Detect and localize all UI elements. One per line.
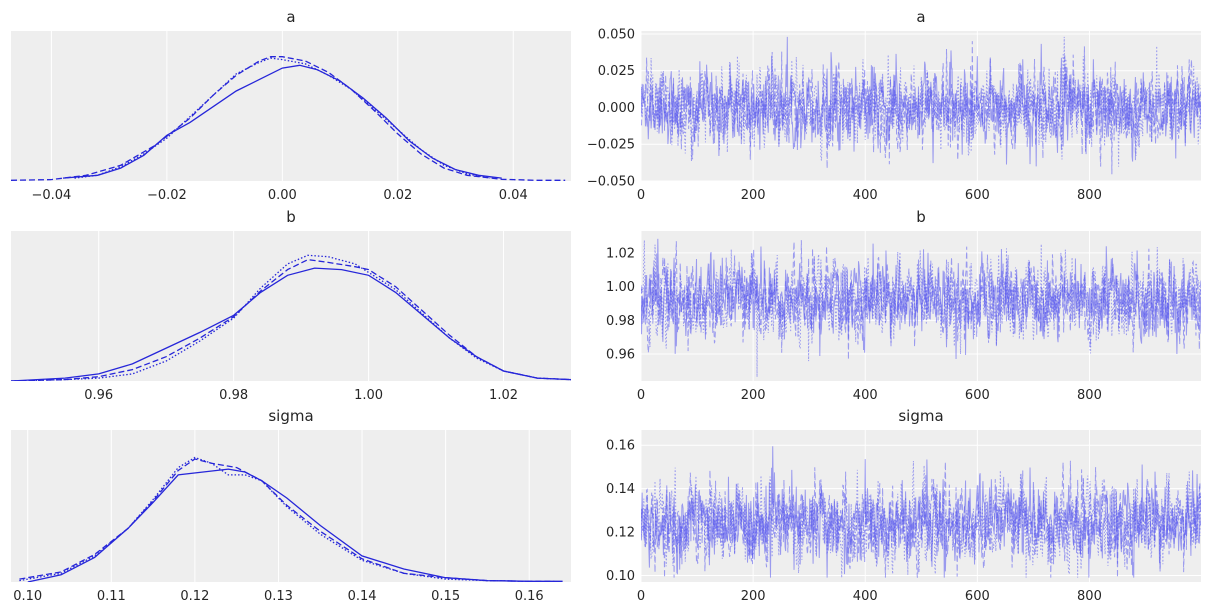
b-trace-lines — [641, 238, 1201, 377]
sigma-trace-y-tick-label: 0.12 — [606, 526, 635, 541]
sigma-posterior-x-tick-label: 0.16 — [515, 589, 544, 604]
sigma-posterior-title: sigma — [268, 407, 313, 425]
a-trace-chain-2 — [641, 41, 1201, 175]
sigma-posterior-x-tick-label: 0.14 — [348, 589, 377, 604]
sigma-posterior-lines — [19, 456, 563, 582]
sigma-trace-lines — [641, 446, 1201, 578]
sigma-trace-chain-2 — [641, 460, 1201, 578]
sigma-trace-x-tick-label: 200 — [741, 589, 766, 604]
sigma-trace-title: sigma — [898, 407, 943, 425]
b-trace-y-tick-label: 1.02 — [606, 246, 635, 261]
sigma-posterior-x-tick-label: 0.10 — [13, 589, 42, 604]
b-posterior-kde-dotted — [11, 254, 571, 381]
a-posterior-x-tick-label: 0.00 — [268, 188, 297, 203]
sigma-trace-y-tick-label: 0.14 — [606, 482, 635, 497]
a-trace-y-tick-label: 0.000 — [598, 101, 635, 116]
b-posterior-x-tick-label: 1.02 — [489, 388, 518, 403]
a-posterior-x-tick-label: 0.02 — [383, 188, 412, 203]
a-posterior-x-tick-label: 0.04 — [499, 188, 528, 203]
sigma-trace-x-tick-label: 0 — [637, 589, 645, 604]
a-posterior-x-tick-label: −0.04 — [31, 188, 71, 203]
sigma-trace-x-tick-label: 800 — [1077, 589, 1102, 604]
a-trace-x-tick-label: 800 — [1077, 188, 1102, 203]
b-trace-x-tick-label: 800 — [1077, 388, 1102, 403]
panel-sigma-trace: sigma 0 200 400 600 800 0.10 0.12 0.14 0.16 — [606, 407, 1201, 604]
a-trace-y-tick-label: 0.050 — [598, 27, 635, 42]
a-trace-y-tick-label: 0.025 — [598, 64, 635, 79]
sigma-posterior-x-tick-label: 0.15 — [431, 589, 460, 604]
sigma-posterior-x-tick-label: 0.11 — [97, 589, 126, 604]
sigma-trace-y-tick-label: 0.10 — [606, 569, 635, 584]
a-trace-x-tick-label: 600 — [965, 188, 990, 203]
a-trace-lines — [641, 36, 1201, 175]
b-posterior-x-tick-label: 1.00 — [354, 388, 383, 403]
panel-sigma-posterior: sigma 0.10 0.11 0.12 0.13 0.14 0.15 0.16 — [11, 407, 571, 604]
a-posterior-kde-dashed — [11, 56, 566, 181]
b-trace-y-tick-label: 0.98 — [606, 314, 635, 329]
a-posterior-lines — [11, 56, 566, 181]
b-posterior-kde-dashed — [11, 258, 571, 381]
a-posterior-plot-area — [11, 31, 571, 181]
a-trace-y-tick-label: −0.050 — [587, 175, 635, 190]
sigma-posterior-plot-area — [11, 430, 571, 582]
b-trace-x-tick-label: 0 — [637, 388, 645, 403]
b-posterior-x-tick-label: 0.96 — [84, 388, 113, 403]
a-trace-x-tick-label: 200 — [741, 188, 766, 203]
sigma-posterior-x-tick-label: 0.13 — [264, 589, 293, 604]
sigma-trace-x-tick-label: 400 — [853, 589, 878, 604]
b-trace-title: b — [916, 208, 926, 226]
b-posterior-title: b — [286, 208, 296, 226]
b-posterior-x-tick-label: 0.98 — [219, 388, 248, 403]
b-trace-x-tick-label: 600 — [965, 388, 990, 403]
sigma-posterior-kde-dotted — [19, 456, 530, 582]
panel-b-trace: b 0 200 400 600 800 0.96 0.98 1.00 1.02 — [606, 208, 1201, 403]
a-posterior-x-tick-label: −0.02 — [147, 188, 187, 203]
a-trace-title: a — [916, 8, 925, 26]
b-trace-chain-2 — [641, 240, 1201, 360]
sigma-posterior-x-tick-label: 0.12 — [180, 589, 209, 604]
panel-a-posterior: a −0.04 −0.02 0.00 0.02 0.04 — [11, 8, 571, 203]
b-posterior-lines — [11, 254, 571, 381]
a-trace-y-tick-label: −0.025 — [587, 138, 635, 153]
panel-a-trace: a 0 200 400 600 800 −0.050 −0.025 0.000 0.025 0.05… — [587, 8, 1201, 203]
b-trace-y-tick-label: 1.00 — [606, 280, 635, 295]
a-trace-x-tick-label: 400 — [853, 188, 878, 203]
panel-b-posterior: b 0.96 0.98 1.00 1.02 — [11, 208, 571, 403]
b-trace-y-tick-label: 0.96 — [606, 348, 635, 363]
a-trace-x-tick-label: 0 — [637, 188, 645, 203]
a-trace-chain-3 — [641, 36, 1201, 167]
b-trace-x-tick-label: 200 — [741, 388, 766, 403]
b-trace-x-tick-label: 400 — [853, 388, 878, 403]
sigma-trace-y-tick-label: 0.16 — [606, 439, 635, 454]
sigma-trace-chain-3 — [641, 460, 1201, 578]
b-posterior-plot-area — [11, 231, 571, 381]
a-posterior-title: a — [286, 8, 295, 26]
sigma-trace-x-tick-label: 600 — [965, 589, 990, 604]
